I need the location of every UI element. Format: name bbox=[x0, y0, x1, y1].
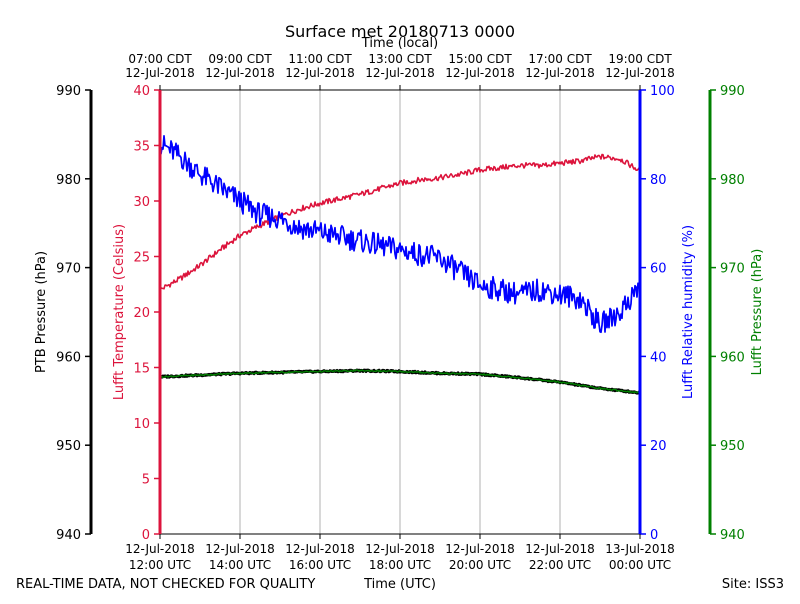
utc-tick-time-3: 18:00 UTC bbox=[369, 558, 431, 572]
series-lufft-temperature bbox=[159, 153, 641, 292]
utc-tick-date-0: 12-Jul-2018 bbox=[125, 542, 195, 556]
utc-tick-date-3: 12-Jul-2018 bbox=[365, 542, 435, 556]
ptb_pressure-tick-label-0: 940 bbox=[56, 528, 81, 543]
local-tick-time-5: 17:00 CDT bbox=[528, 52, 592, 66]
temperature-tick-label-0: 0 bbox=[142, 528, 150, 543]
utc-tick-time-1: 14:00 UTC bbox=[209, 558, 271, 572]
humidity-tick-label-4: 80 bbox=[650, 173, 667, 188]
lufft_pressure-tick-label-0: 940 bbox=[720, 528, 745, 543]
local-tick-date-5: 12-Jul-2018 bbox=[525, 66, 595, 80]
gridlines bbox=[239, 90, 561, 534]
local-tick-time-0: 07:00 CDT bbox=[128, 52, 192, 66]
utc-tick-time-0: 12:00 UTC bbox=[129, 558, 191, 572]
temperature-tick-label-1: 5 bbox=[142, 473, 150, 488]
ptb_pressure-tick-label-3: 970 bbox=[56, 262, 81, 277]
series-layer bbox=[159, 134, 641, 395]
lufft_pressure-tick-label-1: 950 bbox=[720, 439, 745, 454]
local-tick-date-4: 12-Jul-2018 bbox=[445, 66, 515, 80]
top-axis-label: Time (local) bbox=[361, 36, 438, 51]
temperature-tick-label-6: 30 bbox=[133, 195, 150, 210]
site-label: Site: ISS3 bbox=[722, 577, 784, 592]
temperature-tick-label-5: 25 bbox=[133, 251, 150, 266]
ptb_pressure-tick-label-2: 960 bbox=[56, 350, 81, 365]
humidity-tick-label-3: 60 bbox=[650, 262, 667, 277]
utc-tick-time-4: 20:00 UTC bbox=[449, 558, 511, 572]
humidity-tick-label-2: 40 bbox=[650, 350, 667, 365]
utc-tick-time-5: 22:00 UTC bbox=[529, 558, 591, 572]
utc-tick-date-1: 12-Jul-2018 bbox=[205, 542, 275, 556]
temperature-tick-label-2: 10 bbox=[133, 417, 150, 432]
local-tick-date-2: 12-Jul-2018 bbox=[285, 66, 355, 80]
local-tick-time-1: 09:00 CDT bbox=[208, 52, 272, 66]
utc-tick-date-4: 12-Jul-2018 bbox=[445, 542, 515, 556]
chart-title: Surface met 20180713 0000 bbox=[285, 22, 515, 41]
local-tick-time-4: 15:00 CDT bbox=[448, 52, 512, 66]
humidity-tick-label-0: 0 bbox=[650, 528, 658, 543]
series-lufft-pressure bbox=[159, 369, 641, 394]
temperature-tick-label-4: 20 bbox=[133, 306, 150, 321]
ptb-pressure-axis-label: PTB Pressure (hPa) bbox=[34, 251, 49, 373]
utc-tick-date-2: 12-Jul-2018 bbox=[285, 542, 355, 556]
utc-tick-time-6: 00:00 UTC bbox=[609, 558, 671, 572]
local-tick-date-6: 12-Jul-2018 bbox=[605, 66, 675, 80]
local-tick-date-0: 12-Jul-2018 bbox=[125, 66, 195, 80]
humidity-tick-label-5: 100 bbox=[650, 84, 675, 99]
local-tick-time-3: 13:00 CDT bbox=[368, 52, 432, 66]
temperature-tick-label-7: 35 bbox=[133, 140, 150, 155]
quality-disclaimer: REAL-TIME DATA, NOT CHECKED FOR QUALITY bbox=[16, 577, 315, 592]
temperature-tick-label-3: 15 bbox=[133, 362, 150, 377]
lufft_pressure-tick-label-5: 990 bbox=[720, 84, 745, 99]
local-tick-time-2: 11:00 CDT bbox=[288, 52, 352, 66]
axes-layer: 940 950 960 970 980 990 0 5 10 15 20 25 30 35 40 0 20 40 6… bbox=[56, 52, 745, 572]
series-lufft-relative-humidity bbox=[159, 134, 641, 334]
ptb_pressure-tick-label-1: 950 bbox=[56, 439, 81, 454]
lufft_pressure-tick-label-4: 980 bbox=[720, 173, 745, 188]
x-axis-label: Time (UTC) bbox=[363, 577, 436, 592]
utc-tick-date-6: 13-Jul-2018 bbox=[605, 542, 675, 556]
lufft-pressure-axis-label: Lufft Pressure (hPa) bbox=[750, 249, 765, 376]
local-tick-date-3: 12-Jul-2018 bbox=[365, 66, 435, 80]
ptb_pressure-tick-label-5: 990 bbox=[56, 84, 81, 99]
utc-tick-time-2: 16:00 UTC bbox=[289, 558, 351, 572]
lufft_pressure-tick-label-3: 970 bbox=[720, 262, 745, 277]
temperature-tick-label-8: 40 bbox=[133, 84, 150, 99]
utc-tick-date-5: 12-Jul-2018 bbox=[525, 542, 595, 556]
lufft_pressure-tick-label-2: 960 bbox=[720, 350, 745, 365]
humidity-axis-label: Lufft Relative humidity (%) bbox=[681, 225, 696, 399]
local-tick-date-1: 12-Jul-2018 bbox=[205, 66, 275, 80]
humidity-tick-label-1: 20 bbox=[650, 439, 667, 454]
local-tick-time-6: 19:00 CDT bbox=[608, 52, 672, 66]
ptb_pressure-tick-label-4: 980 bbox=[56, 173, 81, 188]
temperature-axis-label: Lufft Temperature (Celsius) bbox=[112, 224, 127, 400]
